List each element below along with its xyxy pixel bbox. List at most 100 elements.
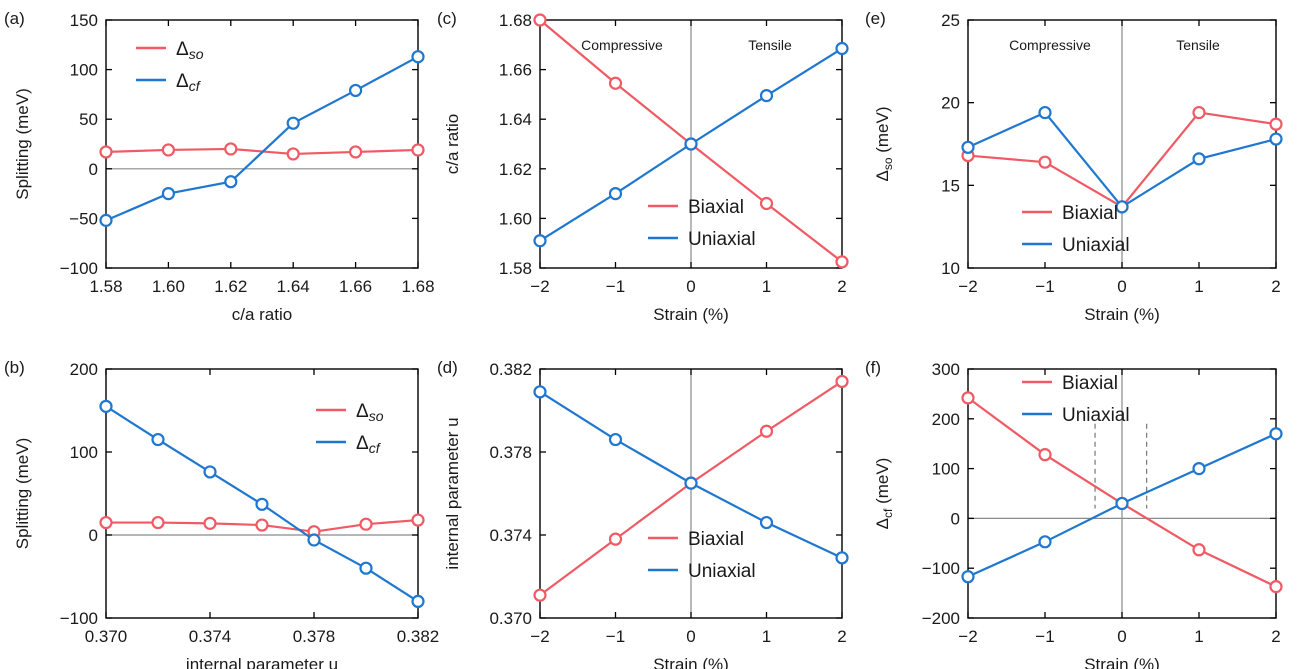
x-tick-label: −1 xyxy=(606,627,625,646)
y-axis-label: Splitting (meV) xyxy=(13,88,32,199)
y-tick-label: 1.58 xyxy=(499,259,532,278)
data-point xyxy=(255,497,269,511)
y-tick-label: 200 xyxy=(70,360,98,379)
data-point xyxy=(151,432,165,447)
plot-frame xyxy=(105,368,419,619)
data-point xyxy=(684,137,698,151)
data-point xyxy=(835,41,849,56)
y-tick-label: 0.382 xyxy=(489,360,532,379)
x-tick-label: 2 xyxy=(837,627,846,646)
y-tick-label: −200 xyxy=(922,609,960,628)
annotation-tensile: Tensile xyxy=(1176,37,1220,53)
data-point xyxy=(1192,152,1206,166)
data-point xyxy=(1038,155,1052,169)
y-axis-label: c/a ratio xyxy=(443,114,462,174)
x-tick-label: 0.370 xyxy=(85,627,128,646)
data-point xyxy=(759,196,774,211)
data-point xyxy=(1269,580,1283,594)
data-point xyxy=(1038,535,1052,549)
data-point xyxy=(533,13,547,27)
series-line-blue xyxy=(105,55,419,222)
legend-label: Biaxial xyxy=(1062,203,1118,224)
panel-label: (e) xyxy=(865,9,886,28)
data-point xyxy=(151,515,165,530)
x-tick-label: 1 xyxy=(1194,277,1203,296)
data-point xyxy=(608,432,623,447)
data-point xyxy=(349,145,363,159)
x-tick-label: 0 xyxy=(1117,627,1126,646)
legend-label: Uniaxial xyxy=(688,561,756,582)
data-point xyxy=(759,424,774,438)
data-point xyxy=(759,89,774,103)
y-tick-label: 1.66 xyxy=(499,61,532,80)
data-point xyxy=(1115,200,1129,214)
data-point xyxy=(99,399,113,413)
panel-label: (b) xyxy=(4,358,25,377)
y-tick-label: 0 xyxy=(951,509,960,528)
data-point xyxy=(359,517,373,531)
y-tick-label: 200 xyxy=(932,410,960,429)
data-point xyxy=(224,175,238,189)
legend-label: Uniaxial xyxy=(1062,405,1130,426)
panel-e: (e) −2 −1 0 1 2 10 15 20 25 Strain (%) Δso (meV) Com… xyxy=(865,9,1283,324)
x-axis-label: Strain (%) xyxy=(653,305,729,324)
x-tick-label: −1 xyxy=(1035,627,1054,646)
y-tick-label: 0 xyxy=(89,160,98,179)
y-tick-label: 1.68 xyxy=(499,11,532,30)
x-tick-label: 1.68 xyxy=(401,277,434,296)
data-point xyxy=(99,213,113,227)
x-tick-label: 0 xyxy=(686,277,695,296)
x-tick-label: 2 xyxy=(837,277,846,296)
data-point xyxy=(533,385,547,399)
y-tick-label: 100 xyxy=(70,443,98,462)
x-tick-label: −2 xyxy=(530,277,549,296)
data-point xyxy=(286,147,300,161)
data-point xyxy=(161,187,175,201)
annotation-tensile: Tensile xyxy=(748,37,792,53)
y-tick-label: −50 xyxy=(69,209,98,228)
legend-label: Biaxial xyxy=(688,529,744,550)
x-tick-label: 1.62 xyxy=(214,277,247,296)
data-point xyxy=(1038,448,1052,462)
data-point xyxy=(835,374,849,389)
y-tick-label: 15 xyxy=(941,176,960,195)
x-tick-label: 1.58 xyxy=(89,277,122,296)
y-axis-label: Splitting (meV) xyxy=(13,438,32,549)
legend-label: Biaxial xyxy=(1062,373,1118,394)
panel-label: (a) xyxy=(4,9,25,28)
x-tick-label: 0.378 xyxy=(293,627,336,646)
y-axis-label: Δso (meV) xyxy=(873,106,895,181)
y-tick-label: 0.370 xyxy=(489,609,532,628)
y-tick-label: −100 xyxy=(60,609,98,628)
y-tick-label: 50 xyxy=(79,110,98,129)
data-point xyxy=(961,140,975,154)
x-tick-label: −2 xyxy=(958,277,977,296)
legend-label: Δcf xyxy=(176,71,202,94)
data-point xyxy=(835,255,849,269)
data-point xyxy=(286,116,300,130)
x-axis-label: internal parameter u xyxy=(186,655,338,669)
data-point xyxy=(203,516,217,530)
data-point xyxy=(961,570,975,584)
y-tick-label: 150 xyxy=(70,11,98,30)
x-axis-label: c/a ratio xyxy=(232,305,292,324)
data-point xyxy=(1038,105,1052,120)
y-tick-label: 1.60 xyxy=(499,209,532,228)
annotation-compressive: Compressive xyxy=(581,37,663,53)
x-tick-label: 2 xyxy=(1271,627,1280,646)
x-axis-label: Strain (%) xyxy=(1084,655,1160,669)
data-point xyxy=(161,143,175,157)
panel-a: (a) 1.58 1.60 1.62 1.64 1.66 1.68 −100 −50 0 50 100… xyxy=(4,9,435,324)
data-point xyxy=(411,513,425,527)
legend-label: Δso xyxy=(356,401,384,424)
legend-label: Δso xyxy=(176,39,204,62)
data-point xyxy=(359,561,373,575)
panel-d: (d) −2 −1 0 1 2 0.370 0.374 0.378 0.382 Strain (%)… xyxy=(437,358,849,669)
x-tick-label: −1 xyxy=(1035,277,1054,296)
x-tick-label: 2 xyxy=(1271,277,1280,296)
x-tick-label: 0 xyxy=(686,627,695,646)
y-tick-label: 300 xyxy=(932,360,960,379)
data-point xyxy=(684,476,698,490)
y-tick-label: −100 xyxy=(922,559,960,578)
data-point xyxy=(1269,132,1283,146)
